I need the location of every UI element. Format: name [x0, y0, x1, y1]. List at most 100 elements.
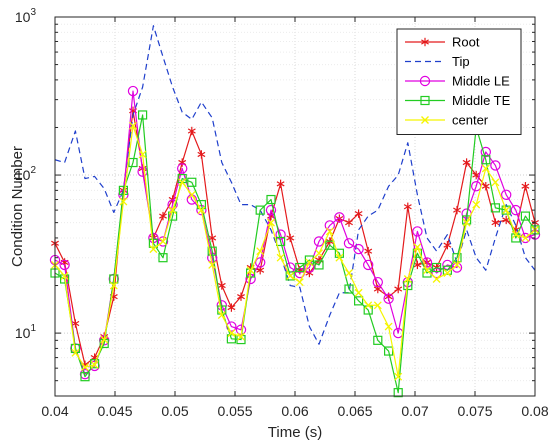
- marker-stroke: [394, 286, 403, 292]
- y-tick-base: 10: [15, 9, 31, 25]
- marker-stroke: [345, 269, 353, 277]
- data-point: [286, 271, 295, 280]
- data-point: [462, 158, 471, 167]
- data-point: [314, 260, 324, 270]
- legend-entry: center: [405, 113, 489, 128]
- data-point: [295, 262, 305, 273]
- marker-stroke: [384, 322, 393, 331]
- legend: Root Tip Middle LE Middle TE center: [396, 28, 522, 135]
- marker-stroke: [100, 335, 109, 344]
- marker-stroke: [511, 230, 520, 239]
- series-line: [54, 110, 536, 366]
- legend-entry: Middle LE: [405, 74, 510, 89]
- legend-label: center: [452, 113, 489, 128]
- data-point: [265, 204, 277, 216]
- data-point: [354, 209, 363, 218]
- marker-stroke: [421, 116, 429, 124]
- series-line: [54, 114, 536, 394]
- marker-stroke: [246, 266, 255, 275]
- data-point: [443, 240, 452, 250]
- legend-box: [396, 28, 522, 135]
- x-tick-label: 0.055: [217, 403, 252, 419]
- data-point: [511, 230, 520, 239]
- data-point: [305, 258, 314, 267]
- data-point: [226, 334, 236, 344]
- marker-stroke: [491, 178, 500, 187]
- data-point: [138, 110, 148, 120]
- marker-stroke: [481, 164, 490, 173]
- y-tick-exponent: 2: [30, 165, 36, 176]
- marker-stroke: [286, 235, 295, 241]
- data-point: [246, 266, 255, 275]
- data-point: [158, 253, 168, 263]
- data-point: [452, 253, 462, 263]
- data-point: [81, 363, 89, 371]
- data-point: [267, 218, 275, 227]
- data-point: [276, 253, 285, 262]
- legend-entry: Middle TE: [405, 93, 511, 108]
- data-point: [364, 301, 373, 310]
- x-tick-label: 0.04: [41, 403, 68, 419]
- marker-stroke: [119, 197, 128, 206]
- data-point: [354, 288, 363, 297]
- marker-stroke: [345, 220, 353, 226]
- data-point: [227, 303, 236, 312]
- x-tick-label: 0.045: [97, 403, 132, 419]
- data-point: [373, 335, 383, 345]
- data-point: [353, 243, 364, 255]
- data-point: [127, 85, 139, 97]
- data-point: [480, 146, 491, 158]
- data-point: [432, 262, 442, 273]
- marker-stroke: [138, 150, 147, 159]
- data-point: [394, 372, 403, 381]
- legend-label: Tip: [452, 54, 470, 69]
- data-point: [491, 218, 500, 227]
- legend-label: Root: [452, 35, 480, 50]
- marker-stroke: [472, 200, 481, 209]
- y-tick-label: 101: [15, 323, 37, 341]
- data-point: [394, 284, 403, 294]
- legend-label: Middle LE: [452, 74, 510, 89]
- marker-stroke: [453, 260, 461, 269]
- data-point: [71, 348, 80, 357]
- data-point: [313, 236, 325, 247]
- marker-stroke: [502, 206, 511, 215]
- marker-stroke: [315, 249, 323, 258]
- data-point: [453, 260, 461, 269]
- marker-stroke: [90, 354, 99, 361]
- marker-stroke: [159, 237, 167, 246]
- data-point: [501, 189, 512, 200]
- data-point: [335, 253, 344, 262]
- data-point: [237, 292, 245, 301]
- x-tick-label: 0.08: [521, 403, 548, 419]
- data-point: [256, 247, 265, 256]
- data-point: [432, 275, 441, 283]
- marker-stroke: [71, 320, 80, 327]
- data-point: [384, 346, 394, 356]
- data-point: [490, 203, 500, 213]
- data-point: [373, 301, 382, 310]
- data-point: [71, 319, 80, 328]
- data-point: [128, 157, 138, 168]
- data-point: [481, 155, 491, 165]
- data-point: [237, 332, 245, 341]
- data-point: [501, 205, 511, 215]
- marker-stroke: [413, 243, 422, 252]
- marker-stroke: [373, 286, 382, 292]
- marker-stroke: [472, 172, 481, 178]
- marker-stroke: [227, 304, 236, 311]
- data-point: [159, 211, 167, 221]
- data-point: [59, 259, 70, 271]
- axis-ticks: 0.04 0.045 0.05 0.055 0.06 0.065 0.07 0.075 0.08…: [15, 7, 549, 419]
- marker-stroke: [305, 258, 314, 267]
- data-point: [345, 218, 353, 227]
- legend-label: Middle TE: [452, 93, 511, 108]
- data-point: [325, 227, 334, 236]
- data-point: [520, 232, 531, 244]
- marker-stroke: [295, 278, 304, 287]
- data-point: [295, 278, 304, 287]
- data-point: [472, 200, 481, 209]
- x-tick-label: 0.065: [337, 403, 372, 419]
- marker-stroke: [90, 360, 99, 369]
- data-point: [393, 388, 403, 398]
